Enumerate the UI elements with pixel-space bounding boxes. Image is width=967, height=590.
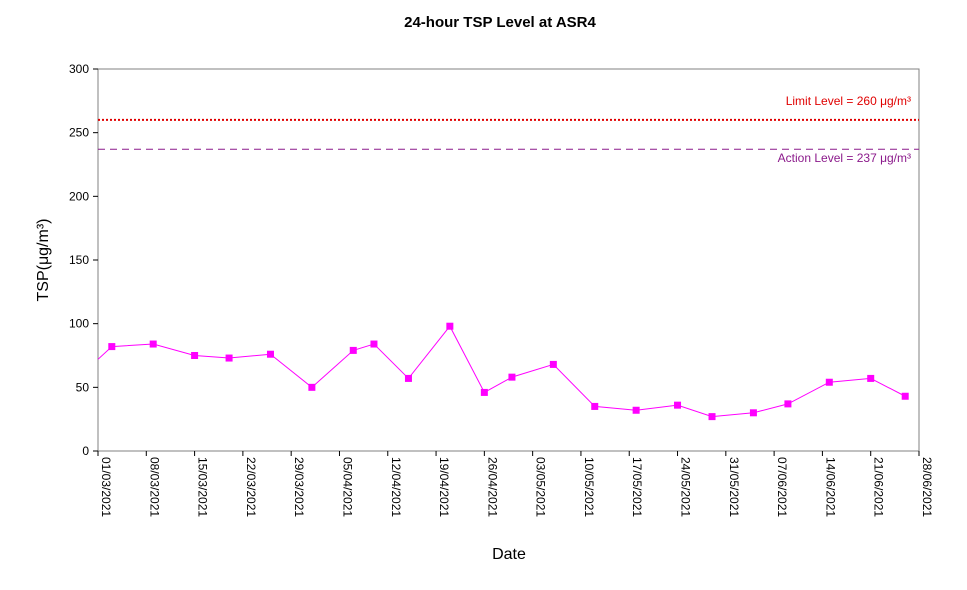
data-point: [404, 374, 412, 382]
x-tick-label: 01/03/2021: [99, 457, 113, 517]
data-point: [632, 406, 640, 414]
x-tick-label: 14/06/2021: [823, 457, 837, 517]
data-point: [674, 401, 682, 409]
y-tick-label: 300: [69, 62, 89, 76]
x-tick-label: 29/03/2021: [292, 457, 306, 517]
plot-area: [97, 68, 920, 452]
x-tick-label: 21/06/2021: [872, 457, 886, 517]
x-tick-label: 03/05/2021: [534, 457, 548, 517]
data-point: [266, 350, 274, 358]
x-axis-label: Date: [492, 546, 526, 563]
data-point: [708, 413, 716, 421]
y-tick-label: 250: [69, 126, 89, 140]
data-point: [749, 409, 757, 417]
data-point: [901, 392, 909, 400]
data-point: [349, 346, 357, 354]
data-point: [784, 400, 792, 408]
data-point: [480, 388, 488, 396]
data-point: [370, 340, 378, 348]
y-axis: 0 50 100 150 200 250 300: [69, 62, 98, 458]
x-tick-label: 26/04/2021: [485, 457, 499, 517]
data-point: [149, 340, 157, 348]
x-tick-label: 24/05/2021: [679, 457, 693, 517]
series-group: [97, 322, 909, 421]
reference-lines: Limit Level = 260 μg/m³ Action Level = 23…: [98, 94, 919, 165]
x-tick-label: 17/05/2021: [630, 457, 644, 517]
x-tick-label: 08/03/2021: [147, 457, 161, 517]
x-tick-label: 31/05/2021: [727, 457, 741, 517]
data-point: [825, 378, 833, 386]
x-tick-label: 22/03/2021: [244, 457, 258, 517]
y-tick-label: 0: [82, 444, 89, 458]
limit-level-label: Limit Level = 260 μg/m³: [786, 94, 911, 108]
data-point: [549, 360, 557, 368]
x-tick-label: 15/03/2021: [196, 457, 210, 517]
x-tick-label: 07/06/2021: [775, 457, 789, 517]
data-point: [191, 352, 199, 359]
x-axis: 01/03/2021 08/03/2021 15/03/2021 22/03/2021…: [97, 451, 934, 517]
data-point: [108, 343, 116, 351]
y-tick-label: 50: [76, 380, 90, 394]
data-point: [225, 354, 233, 362]
y-tick-label: 200: [69, 189, 89, 203]
y-tick-label: 150: [69, 253, 89, 267]
y-axis-label: TSP(μg/m³): [35, 219, 52, 302]
data-point: [446, 322, 454, 330]
data-point: [591, 402, 599, 410]
data-point: [508, 373, 516, 381]
chart-title: 24-hour TSP Level at ASR4: [404, 14, 596, 31]
x-tick-label: 28/06/2021: [920, 457, 934, 517]
x-tick-label: 12/04/2021: [389, 457, 403, 517]
x-tick-label: 05/04/2021: [340, 457, 354, 517]
y-tick-label: 100: [69, 317, 89, 331]
data-point: [867, 374, 875, 382]
x-tick-label: 10/05/2021: [582, 457, 596, 517]
action-level-label: Action Level = 237 μg/m³: [778, 151, 911, 165]
data-point: [308, 383, 316, 391]
x-tick-label: 19/04/2021: [437, 457, 451, 517]
